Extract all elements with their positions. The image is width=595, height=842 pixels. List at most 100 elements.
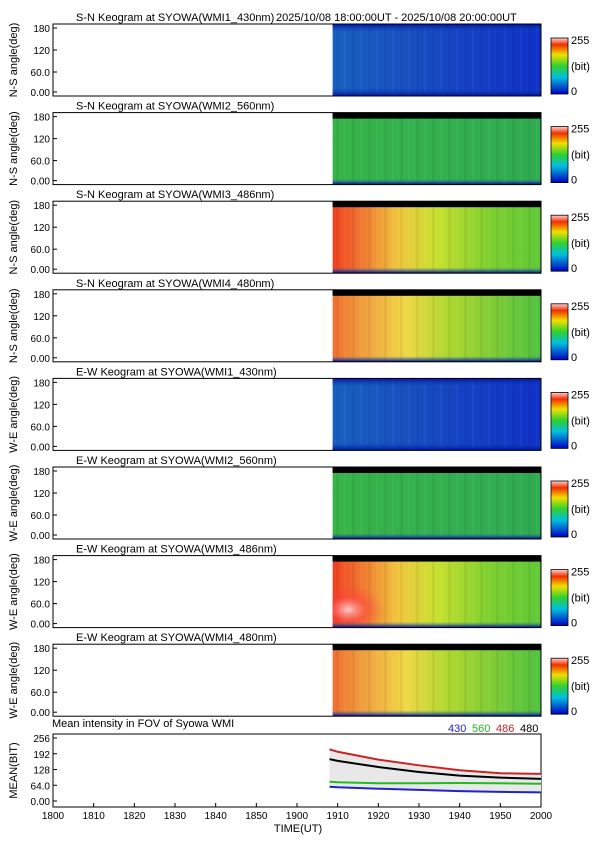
colorbar-unit-label: (bit) xyxy=(571,415,590,427)
x-tick-label: 2000 xyxy=(530,811,553,822)
colorbar-unit-label: (bit) xyxy=(571,681,590,693)
panel-title: E-W Keogram at SYOWA(WMI4_480nm) xyxy=(76,632,277,644)
y-axis-label: N-S angle(deg) xyxy=(8,200,20,275)
keogram-no-data-band xyxy=(332,555,541,562)
panel-title: S-N Keogram at SYOWA(WMI2_560nm) xyxy=(76,101,274,113)
x-tick-label: 1940 xyxy=(449,811,472,822)
keogram-panel: E-W Keogram at SYOWA(WMI2_560nm) 180 120 60… xyxy=(8,455,590,542)
y-tick-label: 60.0 xyxy=(31,600,51,611)
x-tick-label: 1810 xyxy=(83,811,106,822)
y-tick-label: 0.00 xyxy=(31,620,51,631)
x-tick-label: 1930 xyxy=(408,811,431,822)
series-line-486 xyxy=(329,748,542,775)
colorbar-unit-label: (bit) xyxy=(571,238,590,250)
y-tick-label: 180 xyxy=(33,644,50,655)
y-axis-label: W-E angle(deg) xyxy=(8,642,20,719)
x-tick-label: 1820 xyxy=(123,811,146,822)
x-tick-label: 1830 xyxy=(164,811,187,822)
keogram-edge-shade xyxy=(332,378,541,451)
panel-title: E-W Keogram at SYOWA(WMI3_486nm) xyxy=(76,544,277,556)
series-line-430 xyxy=(329,785,542,794)
mean-y-tick-label: 64.0 xyxy=(31,781,51,792)
keogram-panel: S-N Keogram at SYOWA(WMI4_480nm) 180 120 60… xyxy=(8,278,590,365)
y-tick-label: 180 xyxy=(33,24,50,35)
keogram-edge-shade xyxy=(332,467,541,539)
panel-title: S-N Keogram at SYOWA(WMI4_480nm) xyxy=(76,278,274,290)
colorbar-unit-label: (bit) xyxy=(571,327,590,339)
panel-frame xyxy=(52,200,542,274)
y-tick-label: 120 xyxy=(33,312,50,323)
y-tick-label: 60.0 xyxy=(31,245,51,256)
colorbar-min-label: 0 xyxy=(571,618,577,630)
colorbar-unit-label: (bit) xyxy=(571,593,590,605)
colorbar-min-label: 0 xyxy=(571,706,577,718)
colorbar-max-label: 255 xyxy=(571,478,589,490)
legend-entry: 430 xyxy=(448,723,466,735)
keogram-panel: S-N Keogram at SYOWA(WMI2_560nm) 180 120 60… xyxy=(8,101,590,188)
y-tick-label: 0.00 xyxy=(31,531,51,542)
keogram-no-data-band xyxy=(332,289,541,296)
colorbar-max-label: 255 xyxy=(571,655,589,667)
mean-y-tick-label: 0.00 xyxy=(31,797,51,808)
mean-y-axis-label: MEAN(BIT) xyxy=(8,742,20,798)
keogram-edge-shade xyxy=(332,201,541,274)
colorbar-unit-label: (bit) xyxy=(571,150,590,162)
colorbar-max-label: 255 xyxy=(571,567,589,579)
y-tick-label: 60.0 xyxy=(31,422,51,433)
keogram-edge-shade xyxy=(332,112,541,185)
panel-frame xyxy=(52,555,542,629)
y-tick-label: 60.0 xyxy=(31,157,51,168)
y-tick-label: 120 xyxy=(33,223,50,234)
time-range-label: 2025/10/08 18:00:00UT - 2025/10/08 20:00… xyxy=(276,12,517,24)
colorbar xyxy=(550,480,569,538)
colorbar-max-label: 255 xyxy=(571,301,589,313)
keogram-panel: E-W Keogram at SYOWA(WMI4_480nm) 180 120 60… xyxy=(8,632,590,719)
colorbar xyxy=(550,303,569,361)
mean-intensity-panel: Mean intensity in FOV of Syowa WMI 430 560… xyxy=(8,718,542,808)
keogram-panel: S-N Keogram at SYOWA(WMI1_430nm) 2025/10/… xyxy=(8,12,590,99)
panel-title: S-N Keogram at SYOWA(WMI1_430nm) xyxy=(76,12,274,24)
y-tick-label: 180 xyxy=(33,201,50,212)
y-tick-label: 0.00 xyxy=(31,88,51,99)
y-tick-label: 60.0 xyxy=(31,68,51,79)
time-axis: 1800 1810 1820 1830 1840 1850 1900 1910 1920 1930… xyxy=(42,803,553,835)
y-tick-label: 120 xyxy=(33,578,50,589)
legend-entry: 560 xyxy=(472,723,490,735)
y-tick-label: 180 xyxy=(33,113,50,124)
mean-panel-title: Mean intensity in FOV of Syowa WMI xyxy=(52,718,234,730)
y-tick-label: 0.00 xyxy=(31,708,51,719)
y-tick-label: 0.00 xyxy=(31,354,51,365)
y-axis-label: W-E angle(deg) xyxy=(8,376,20,453)
y-tick-label: 60.0 xyxy=(31,511,51,522)
keogram-panel: E-W Keogram at SYOWA(WMI1_430nm) 180 120 60… xyxy=(8,366,590,453)
colorbar-max-label: 255 xyxy=(571,35,589,47)
keogram-panels: S-N Keogram at SYOWA(WMI1_430nm) 2025/10/… xyxy=(8,12,590,719)
legend-entry: 486 xyxy=(496,723,514,735)
x-tick-label: 1920 xyxy=(367,811,390,822)
series-line-560 xyxy=(329,780,542,785)
colorbar-max-label: 255 xyxy=(571,124,589,136)
keogram-no-data-band xyxy=(332,644,541,651)
x-tick-label: 1950 xyxy=(489,811,512,822)
y-tick-label: 0.00 xyxy=(31,265,51,276)
x-tick-label: 1900 xyxy=(286,811,309,822)
panel-title: E-W Keogram at SYOWA(WMI1_430nm) xyxy=(76,366,277,378)
panel-frame xyxy=(52,289,542,363)
y-tick-label: 120 xyxy=(33,400,50,411)
y-axis-label: N-S angle(deg) xyxy=(8,23,20,98)
keogram-panel: E-W Keogram at SYOWA(WMI3_486nm) 180 120 60… xyxy=(8,544,590,631)
mean-range-shading xyxy=(329,749,541,793)
colorbar-min-label: 0 xyxy=(571,263,577,275)
colorbar-unit-label: (bit) xyxy=(571,61,590,73)
panel-title: S-N Keogram at SYOWA(WMI3_486nm) xyxy=(76,189,274,201)
keogram-edge-shade xyxy=(332,644,541,717)
y-tick-label: 60.0 xyxy=(31,334,51,345)
keogram-no-data-band xyxy=(332,467,541,473)
keogram-edge-shade xyxy=(332,289,541,362)
colorbar xyxy=(550,391,569,449)
panel-frame xyxy=(52,466,542,540)
y-tick-label: 120 xyxy=(33,135,50,146)
x-tick-label: 1800 xyxy=(42,811,65,822)
legend-entry: 480 xyxy=(520,723,538,735)
y-tick-label: 0.00 xyxy=(31,177,51,188)
